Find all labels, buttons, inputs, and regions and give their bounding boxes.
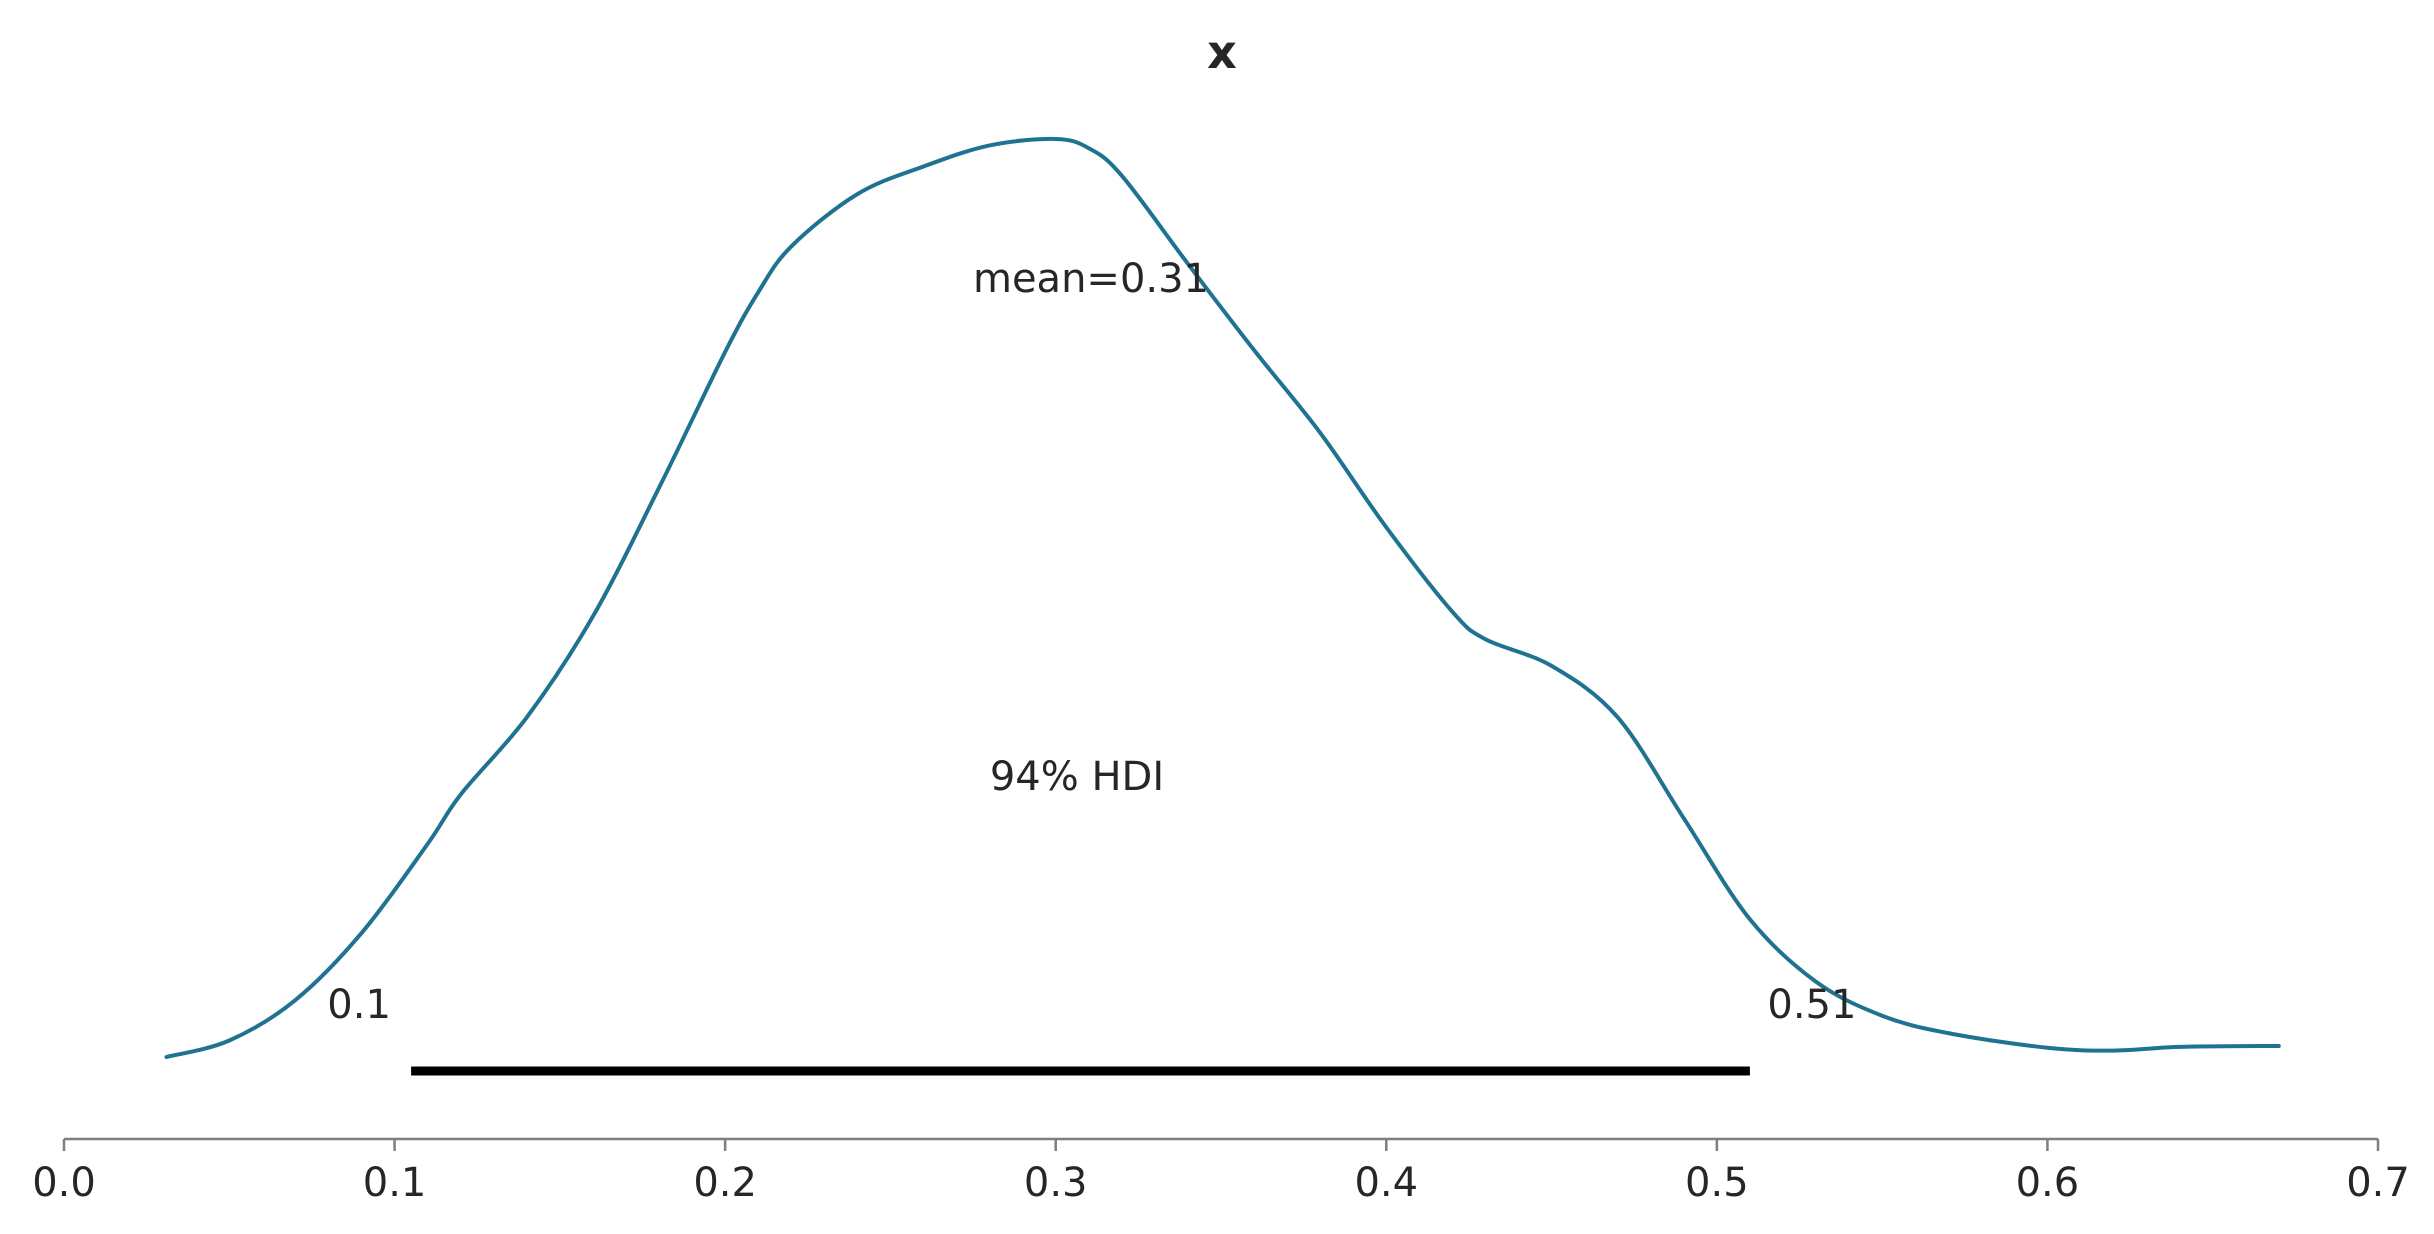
hdi-label: 94% HDI — [990, 754, 1164, 800]
hdi-high-label: 0.51 — [1767, 982, 1856, 1028]
mean-label: mean=0.31 — [973, 256, 1209, 302]
x-tick-label: 0.1 — [363, 1160, 427, 1206]
chart-title: x — [1207, 25, 1237, 79]
x-tick-label: 0.7 — [2346, 1160, 2410, 1206]
x-tick-label: 0.3 — [1024, 1160, 1088, 1206]
x-tick-label: 0.6 — [2016, 1160, 2080, 1206]
x-tick-label: 0.5 — [1685, 1160, 1749, 1206]
x-tick-label: 0.2 — [693, 1160, 757, 1206]
hdi-low-label: 0.1 — [327, 982, 391, 1028]
x-tick-label: 0.0 — [32, 1160, 96, 1206]
x-tick-label: 0.4 — [1354, 1160, 1418, 1206]
x-axis-ticks: 0.0 0.1 0.2 0.3 0.4 0.5 0.6 0.7 — [32, 1139, 2410, 1206]
density-curve — [164, 136, 2281, 1059]
